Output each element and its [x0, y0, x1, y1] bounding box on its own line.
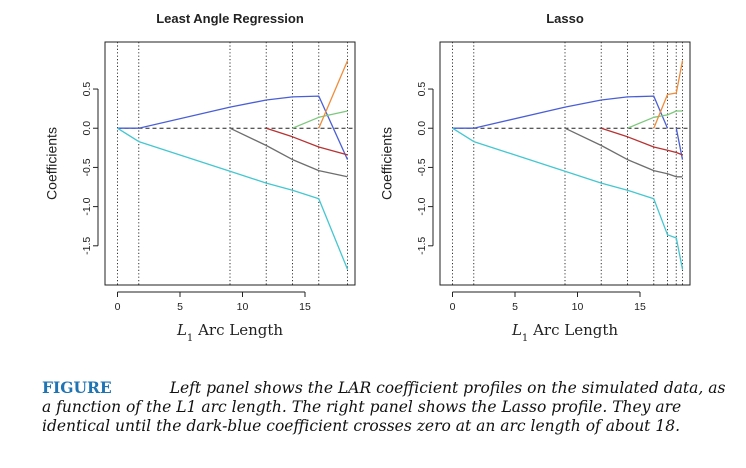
coefficient-path: [318, 60, 349, 129]
coefficient-path: [292, 110, 348, 129]
plot-frame: [439, 41, 691, 286]
figure-caption: FIGURE Left panel shows the LAR coefficie…: [42, 378, 732, 436]
x-tick-label: 15: [634, 301, 646, 313]
caption-label: FIGURE: [42, 378, 112, 397]
caption-text: Left panel shows the LAR coefficient pro…: [42, 379, 726, 435]
y-tick-label: -0.5: [416, 158, 428, 176]
y-axis-label: Coefficients: [379, 127, 395, 200]
plot-frame: [104, 41, 356, 286]
panel-title: Least Angle Regression: [156, 11, 304, 26]
y-tick-label: -1.0: [81, 197, 93, 215]
y-tick-label: 0.0: [81, 121, 93, 136]
y-tick-label: -1.0: [416, 197, 428, 215]
coefficient-path: [117, 95, 349, 160]
lasso-panel: 0 5 10 15 -1.5 -1.0 -0.5 0.0 0.5 Lasso L1 Arc Leng…: [379, 11, 691, 344]
coefficient-path: [266, 127, 348, 156]
panel-title: Lasso: [546, 11, 584, 26]
coefficient-path: [452, 127, 684, 270]
coefficient-path: [117, 127, 349, 270]
coefficient-path: [627, 110, 683, 129]
y-tick-label: 0.5: [416, 82, 428, 97]
x-tick-label: 15: [299, 301, 311, 313]
coefficient-path: [601, 127, 683, 156]
y-axis-label: Coefficients: [44, 127, 60, 200]
coefficient-path: [653, 60, 684, 129]
x-tick-label: 0: [115, 301, 121, 313]
x-tick-label: 10: [237, 301, 249, 313]
y-tick-label: -0.5: [81, 158, 93, 176]
x-tick-label: 10: [572, 301, 584, 313]
lar-panel: 0 5 10 15 -1.5 -1.0 -0.5 0.0 0.5 Least Angle Regr…: [44, 11, 356, 344]
x-axis-label: L1 Arc Length: [511, 321, 618, 344]
x-tick-label: 0: [450, 301, 456, 313]
x-tick-label: 5: [177, 301, 183, 313]
coefficient-path: [452, 95, 669, 129]
x-axis-label: L1 Arc Length: [176, 321, 283, 344]
coefficient-path: [564, 127, 683, 178]
y-tick-label: -1.5: [81, 237, 93, 255]
x-tick-label: 5: [512, 301, 518, 313]
y-tick-label: 0.5: [81, 82, 93, 97]
y-tick-label: -1.5: [416, 237, 428, 255]
y-tick-label: 0.0: [416, 121, 428, 136]
coefficient-path: [229, 127, 348, 178]
